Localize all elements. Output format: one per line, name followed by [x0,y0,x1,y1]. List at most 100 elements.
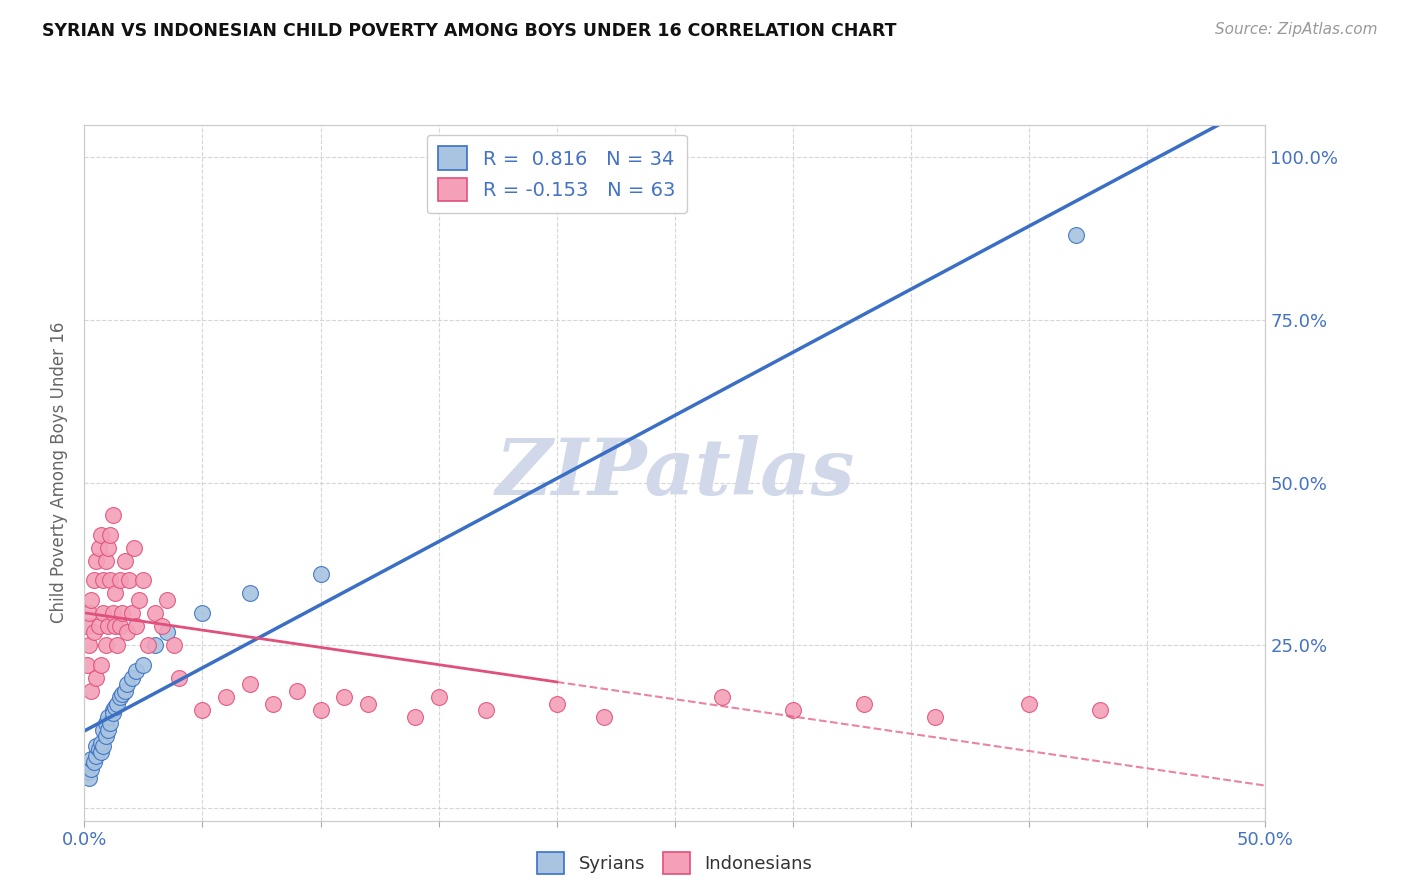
Point [924,709,946,723]
Point [83,625,105,640]
Point [132,573,155,587]
Point [191,606,214,620]
Point [91,739,114,753]
Point [94,729,117,743]
Point [97,709,120,723]
Point [84,671,107,685]
Point [91,606,114,620]
Point [76,764,98,779]
Point [90,745,112,759]
Point [167,671,190,685]
Y-axis label: Child Poverty Among Boys Under 16: Child Poverty Among Boys Under 16 [51,322,69,624]
Point [404,709,426,723]
Point [91,573,114,587]
Point [143,606,166,620]
Point [128,592,150,607]
Point [357,697,380,711]
Point [90,657,112,672]
Point [114,553,136,567]
Point [87,541,110,555]
Point [309,566,332,581]
Point [98,573,121,587]
Text: ZIPatlas: ZIPatlas [495,434,855,511]
Point [115,625,138,640]
Point [98,527,121,541]
Point [215,690,238,704]
Point [593,709,616,723]
Point [163,638,186,652]
Legend: Syrians, Indonesians: Syrians, Indonesians [530,845,820,881]
Point [80,762,103,776]
Point [101,703,124,717]
Point [94,716,117,731]
Point [84,553,107,567]
Point [262,697,284,711]
Point [77,606,100,620]
Point [136,638,159,652]
Point [84,748,107,763]
Point [98,716,121,731]
Point [108,690,131,704]
Point [111,687,134,701]
Point [156,625,179,640]
Point [125,664,148,678]
Point [239,586,262,600]
Point [114,683,136,698]
Point [121,671,143,685]
Point [77,638,100,652]
Point [83,573,105,587]
Point [77,772,100,786]
Point [91,723,114,737]
Point [87,742,110,756]
Point [285,683,308,698]
Point [711,690,734,704]
Point [107,638,129,652]
Point [80,592,103,607]
Point [1088,703,1111,717]
Point [104,586,127,600]
Point [475,703,498,717]
Text: SYRIAN VS INDONESIAN CHILD POVERTY AMONG BOYS UNDER 16 CORRELATION CHART: SYRIAN VS INDONESIAN CHILD POVERTY AMONG… [42,22,897,40]
Point [94,638,117,652]
Point [76,618,98,632]
Point [104,618,127,632]
Point [101,706,124,721]
Point [87,618,110,632]
Point [107,697,129,711]
Point [80,683,103,698]
Point [118,573,141,587]
Point [97,723,120,737]
Point [97,541,120,555]
Point [150,618,173,632]
Text: Source: ZipAtlas.com: Source: ZipAtlas.com [1215,22,1378,37]
Point [132,657,155,672]
Point [122,541,145,555]
Point [121,606,143,620]
Point [852,697,875,711]
Point [191,703,214,717]
Point [111,606,134,620]
Point [309,703,332,717]
Point [333,690,356,704]
Point [546,697,568,711]
Point [104,699,127,714]
Point [143,638,166,652]
Point [97,618,120,632]
Point [76,657,98,672]
Point [101,606,124,620]
Point [108,618,131,632]
Point [239,677,262,691]
Point [80,752,103,766]
Point [156,592,179,607]
Point [94,553,117,567]
Point [427,690,450,704]
Point [782,703,804,717]
Point [125,618,148,632]
Point [1018,697,1040,711]
Point [90,527,112,541]
Point [1066,228,1088,243]
Point [90,736,112,750]
Point [84,739,107,753]
Point [115,677,138,691]
Point [101,508,124,522]
